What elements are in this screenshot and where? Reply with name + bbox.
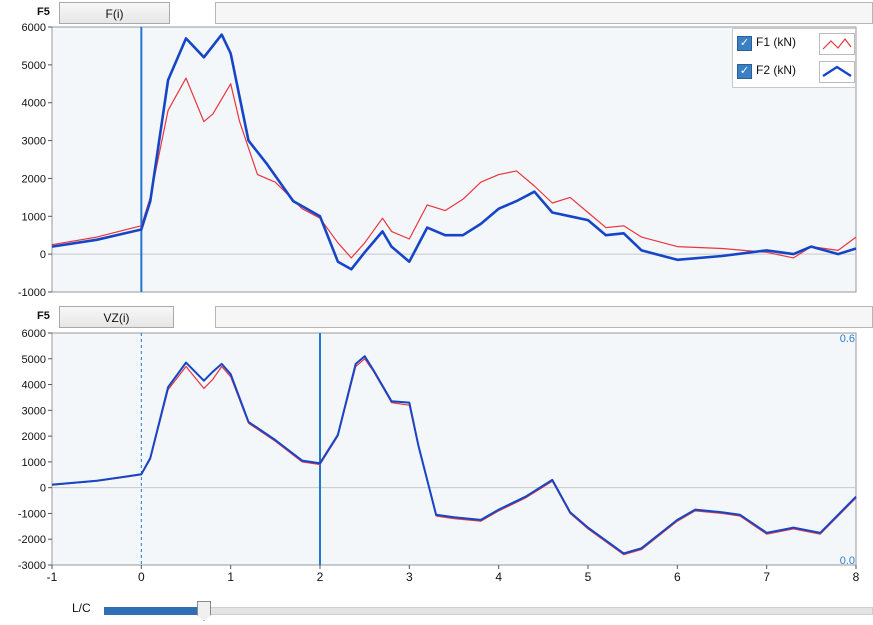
y-tick-label: 2000 — [22, 431, 46, 443]
y-tick-label: 3000 — [22, 136, 46, 148]
y-tick-label: 1000 — [22, 457, 46, 469]
x-tick-label: -1 — [47, 570, 58, 584]
x-tick-label: 8 — [853, 570, 860, 584]
slider-thumb[interactable] — [197, 601, 211, 621]
legend-swatch — [819, 33, 855, 55]
legend-label: F2 (kN) — [756, 63, 796, 77]
y-tick-label: -1000 — [18, 508, 46, 520]
series-line-2 — [51, 33, 857, 271]
legend-item: ✓ F2 (kN) — [737, 61, 855, 83]
x-tick-label: 5 — [585, 570, 592, 584]
y-tick-label: 0 — [40, 483, 46, 495]
y-tick-label: 4000 — [22, 380, 46, 392]
y-tick-label: -3000 — [18, 560, 46, 572]
legend-item: ✓ F1 (kN) — [737, 33, 855, 55]
bottom-velocity-plot: 6000 5000 4000 3000 2000 1000 0 -1000 -2000 -3000… — [18, 328, 860, 584]
plot-area — [51, 26, 857, 293]
series-line-2 — [51, 355, 857, 555]
y-tick-label: 6000 — [22, 22, 46, 34]
x-tick-label: 0 — [138, 570, 145, 584]
bottom-panel-tag: F5 — [37, 310, 50, 322]
y-tick-label: -1000 — [18, 287, 46, 299]
x-tick-label: 1 — [227, 570, 234, 584]
slider-track[interactable] — [104, 607, 873, 615]
legend: ✓ F1 (kN) ✓ F2 (kN) — [732, 28, 856, 88]
y-tick-label: 5000 — [22, 354, 46, 366]
top-panel-tag: F5 — [37, 6, 50, 18]
slider-fill — [104, 607, 204, 615]
y-tick-label: 2000 — [22, 173, 46, 185]
x-tick-label: 3 — [406, 570, 413, 584]
y-tick-label: 4000 — [22, 98, 46, 110]
legend-label: F1 (kN) — [756, 35, 796, 49]
y-tick-label: 5000 — [22, 60, 46, 72]
legend-checkbox[interactable]: ✓ — [737, 64, 752, 79]
y-tick-label: -2000 — [18, 534, 46, 546]
legend-checkbox[interactable]: ✓ — [737, 36, 752, 51]
right-axis-max-label: 0.6 — [840, 333, 855, 345]
bottom-signal-button[interactable]: VZ(i) — [59, 306, 174, 328]
y-tick-label: 3000 — [22, 405, 46, 417]
plot-area — [51, 332, 857, 566]
series-line-1 — [51, 77, 857, 259]
top-signal-button[interactable]: F(i) — [59, 2, 170, 24]
x-tick-label: 2 — [317, 570, 324, 584]
y-tick-label: 0 — [40, 249, 46, 261]
y-tick-label: 6000 — [22, 328, 46, 340]
x-tick-label: 6 — [674, 570, 681, 584]
right-axis-min-label: 0.0 — [840, 555, 855, 567]
slider-label: L/C — [72, 601, 91, 615]
legend-swatch — [819, 61, 855, 83]
x-tick-label: 4 — [495, 570, 502, 584]
x-tick-label: 7 — [763, 570, 770, 584]
y-tick-label: 1000 — [22, 211, 46, 223]
top-force-plot: 6000 5000 4000 3000 2000 1000 0 -1000 — [18, 22, 857, 299]
